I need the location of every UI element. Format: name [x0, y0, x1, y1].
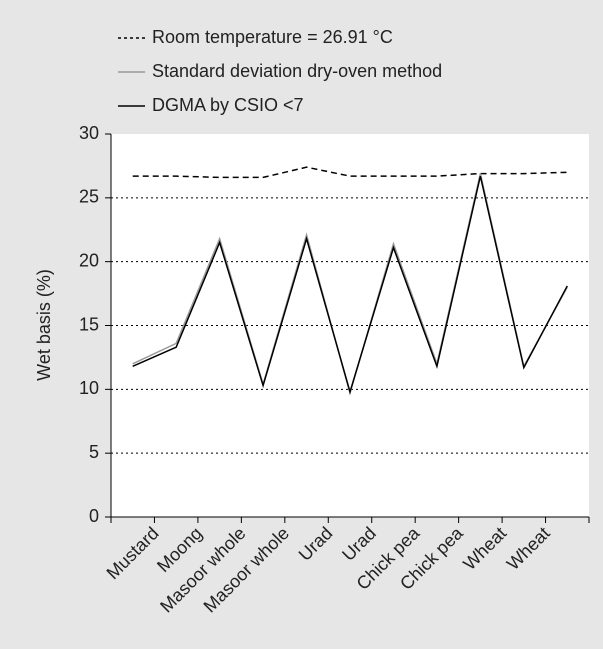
y-tick-label: 25: [79, 187, 99, 207]
series-line: [132, 175, 568, 395]
y-tick-label: 30: [79, 123, 99, 143]
legend-label: Room temperature = 26.91 °C: [152, 27, 393, 47]
y-tick-label: 0: [89, 506, 99, 526]
legend-label: Standard deviation dry-oven method: [152, 61, 442, 81]
y-tick-label: 15: [79, 314, 99, 334]
y-tick-label: 10: [79, 378, 99, 398]
legend-label: DGMA by CSIO <7: [152, 95, 304, 115]
y-axis-label: Wet basis (%): [34, 269, 54, 381]
plot-area: [111, 134, 589, 517]
y-tick-label: 20: [79, 250, 99, 270]
series-line: [132, 166, 568, 179]
y-tick-label: 5: [89, 442, 99, 462]
